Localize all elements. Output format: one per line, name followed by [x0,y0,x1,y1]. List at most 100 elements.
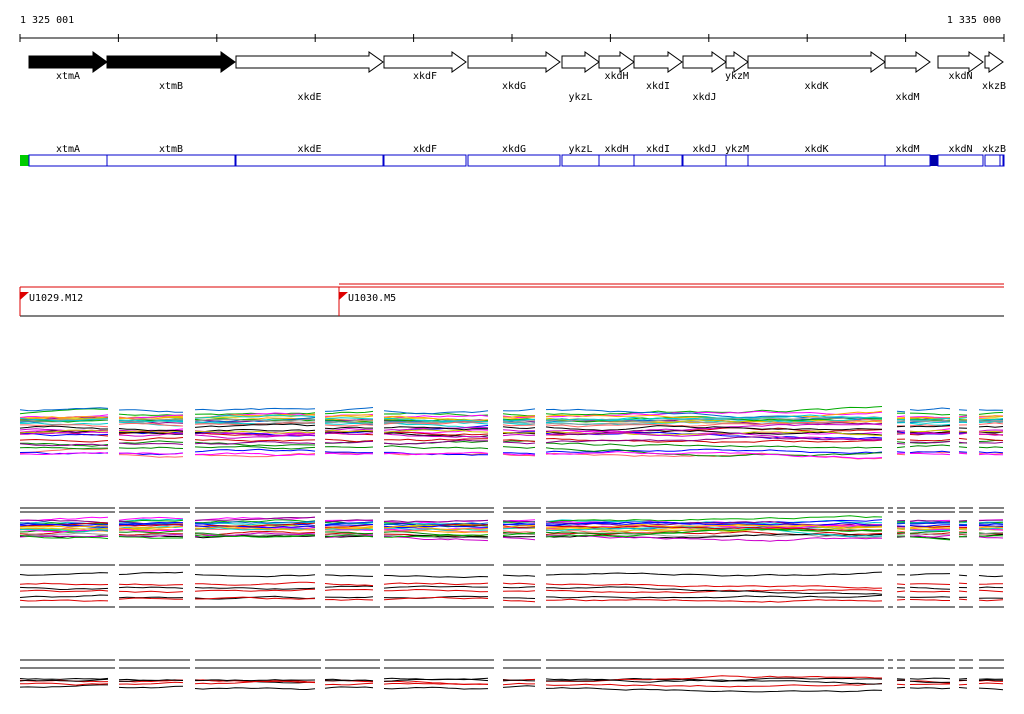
profile-line [383,525,489,531]
profile-line [324,519,374,523]
profile-line [896,683,906,686]
profile-line [383,682,489,685]
profile-line [502,522,536,525]
profile-line [978,429,1004,432]
profile-line [909,583,951,585]
profile-line [978,532,1004,535]
profile-line [502,525,536,529]
gene-box [598,154,635,167]
profile-line [896,583,906,585]
profile-line [958,531,968,534]
gene-arrow [633,51,683,73]
profile-line [545,436,883,444]
profile-line [194,423,316,428]
gene-arrow [937,51,984,73]
profile-line [958,678,968,680]
gene-box-label: xkdF [413,144,437,155]
profile-line [502,685,536,688]
profile-line [502,429,536,432]
profile-line [194,526,316,531]
profile-line [502,586,536,589]
profile-line [502,536,536,541]
marker [930,155,938,166]
gene-label: xkzB [982,81,1006,92]
profile-line [545,425,883,432]
profile-line [978,535,1004,537]
profile-line [383,421,489,425]
profile-line [545,533,883,539]
profile-line [978,599,1004,602]
profile-line [324,407,374,412]
profile-line [502,590,536,592]
profile-line [978,679,1004,681]
profile-line [502,582,536,585]
profile-line [19,416,109,419]
profile-line [909,534,951,538]
profile-line [909,524,951,527]
profile-line [324,452,374,456]
gene-label: xkdN [948,71,972,82]
profile-line [118,528,184,532]
profile-line [325,679,374,682]
gene-arrow [235,51,384,73]
profile-line [324,410,374,415]
profile-line [896,599,906,601]
gene-label: xkdH [604,71,628,82]
profile-line [195,596,316,600]
profile-line [384,438,488,442]
profile-line [118,685,184,689]
profile-line [19,446,109,450]
profile-line [194,516,316,522]
profile-line [978,583,1004,585]
profile-line [502,446,536,449]
profile-line [909,573,951,576]
profile-line [545,594,883,599]
profile-line [545,571,883,577]
profile-line [545,534,883,542]
profile-line [324,440,374,444]
profile-line [383,433,489,438]
profile-line [502,530,536,533]
profile-line [383,439,489,445]
profile-line [194,519,316,524]
profile-line [978,536,1004,539]
profile-line [383,686,489,690]
gene-label: xkdI [646,81,670,92]
profile-line [118,525,184,530]
profile-line [978,526,1004,529]
profile-line [502,432,536,434]
profile-line [118,679,184,682]
profile-line [325,421,374,424]
profile-line [896,446,906,449]
profile-line [194,516,316,521]
profile-line [324,596,374,599]
gene-box [633,154,683,167]
profile-line [194,452,315,457]
profile-line [194,534,316,538]
profile-line [958,535,968,538]
profile-line [979,441,1004,444]
gene-box-label: xtmA [56,144,80,155]
profile-line [118,519,184,523]
profile-line [909,522,951,525]
profile-line [383,519,489,523]
gene-arrow [383,51,467,73]
profile-line [383,534,489,538]
profile-line [19,572,109,576]
scale-start: 1 325 001 [20,15,74,26]
profile-line [383,525,488,529]
scale-end: 1 335 000 [947,15,1001,26]
profile-line [909,424,951,428]
profile-line [502,419,535,422]
profile-line [909,444,951,448]
gene-arrow [28,51,108,73]
profile-line [978,415,1004,417]
profile-line [324,531,374,535]
profile-line [909,452,951,456]
gene-arrow [598,51,635,73]
profile-line [194,430,316,434]
profile-line [896,417,906,419]
profile-line [978,409,1004,411]
gene-arrow [725,51,749,73]
